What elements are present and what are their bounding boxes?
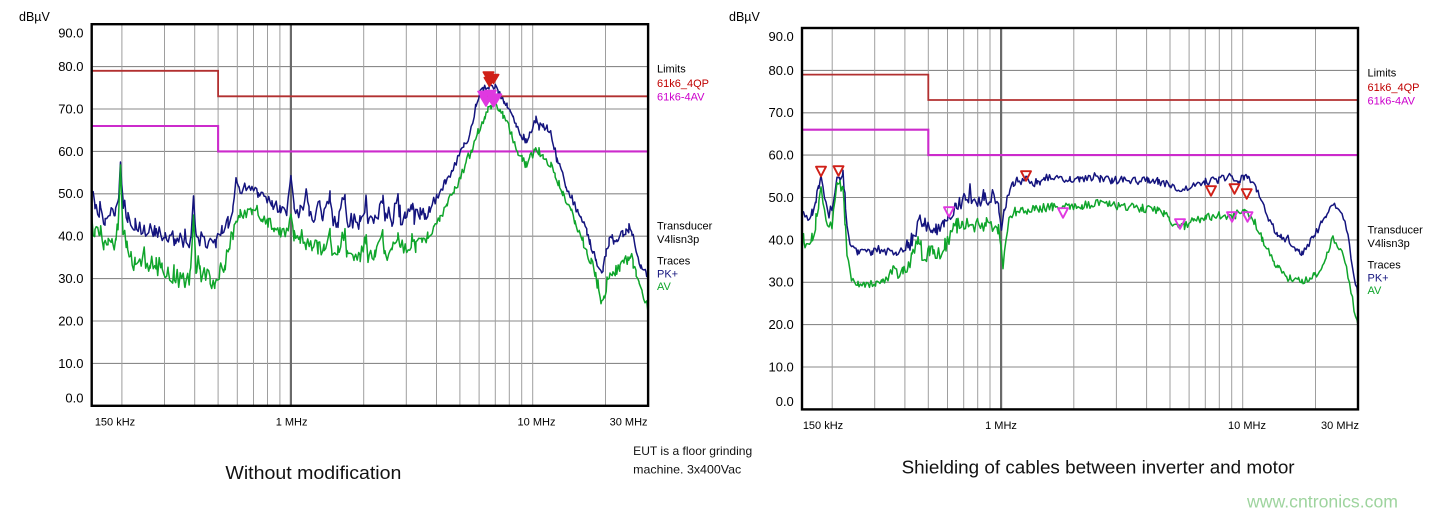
svg-text:Limits: Limits <box>657 63 686 75</box>
svg-text:0.0: 0.0 <box>65 391 83 406</box>
svg-text:30.0: 30.0 <box>768 275 793 290</box>
svg-text:150 kHz: 150 kHz <box>95 416 135 428</box>
svg-text:60.0: 60.0 <box>768 148 793 163</box>
svg-text:61k6-4AV: 61k6-4AV <box>1368 96 1416 108</box>
svg-text:40.0: 40.0 <box>768 232 793 247</box>
svg-text:61k6_4QP: 61k6_4QP <box>1368 82 1420 94</box>
svg-text:90.0: 90.0 <box>768 29 793 44</box>
svg-text:PK+: PK+ <box>1368 273 1389 285</box>
svg-text:V4lisn3p: V4lisn3p <box>1368 238 1410 250</box>
svg-text:dBµV: dBµV <box>729 10 760 24</box>
svg-text:50.0: 50.0 <box>768 190 793 205</box>
svg-text:machine. 3x400Vac: machine. 3x400Vac <box>633 462 741 476</box>
svg-text:dBµV: dBµV <box>19 10 50 24</box>
svg-text:50.0: 50.0 <box>58 186 83 201</box>
svg-text:EUT is a floor grinding: EUT is a floor grinding <box>633 444 752 458</box>
svg-text:1 MHz: 1 MHz <box>276 416 308 428</box>
svg-text:0.0: 0.0 <box>776 394 794 409</box>
svg-text:20.0: 20.0 <box>58 313 83 328</box>
svg-text:Traces: Traces <box>657 256 691 268</box>
svg-text:30 MHz: 30 MHz <box>610 416 648 428</box>
svg-text:Transducer: Transducer <box>657 220 713 232</box>
svg-text:PK+: PK+ <box>657 269 678 281</box>
svg-text:61k6-4AV: 61k6-4AV <box>657 92 705 104</box>
svg-text:90.0: 90.0 <box>58 25 83 40</box>
svg-text:Without modification: Without modification <box>225 463 401 483</box>
svg-text:www.cntronics.com: www.cntronics.com <box>1246 492 1398 512</box>
svg-text:10 MHz: 10 MHz <box>518 416 556 428</box>
svg-text:60.0: 60.0 <box>58 144 83 159</box>
svg-text:30.0: 30.0 <box>58 271 83 286</box>
svg-text:1 MHz: 1 MHz <box>985 420 1017 432</box>
svg-text:80.0: 80.0 <box>768 63 793 78</box>
svg-text:10 MHz: 10 MHz <box>1228 420 1266 432</box>
svg-text:V4lisn3p: V4lisn3p <box>657 234 699 246</box>
svg-text:80.0: 80.0 <box>58 59 83 74</box>
svg-text:61k6_4QP: 61k6_4QP <box>657 78 709 90</box>
svg-text:10.0: 10.0 <box>768 359 793 374</box>
svg-text:AV: AV <box>1368 285 1383 297</box>
svg-text:Limits: Limits <box>1368 67 1397 79</box>
svg-text:10.0: 10.0 <box>58 356 83 371</box>
svg-text:70.0: 70.0 <box>58 101 83 116</box>
svg-text:70.0: 70.0 <box>768 105 793 120</box>
svg-text:150 kHz: 150 kHz <box>803 420 843 432</box>
svg-text:30 MHz: 30 MHz <box>1321 420 1359 432</box>
svg-text:Transducer: Transducer <box>1368 224 1424 236</box>
svg-text:20.0: 20.0 <box>768 317 793 332</box>
svg-text:Traces: Traces <box>1368 260 1402 272</box>
svg-text:Shielding of cables between in: Shielding of cables between inverter and… <box>902 458 1295 478</box>
svg-text:AV: AV <box>657 281 672 293</box>
svg-text:40.0: 40.0 <box>58 229 83 244</box>
